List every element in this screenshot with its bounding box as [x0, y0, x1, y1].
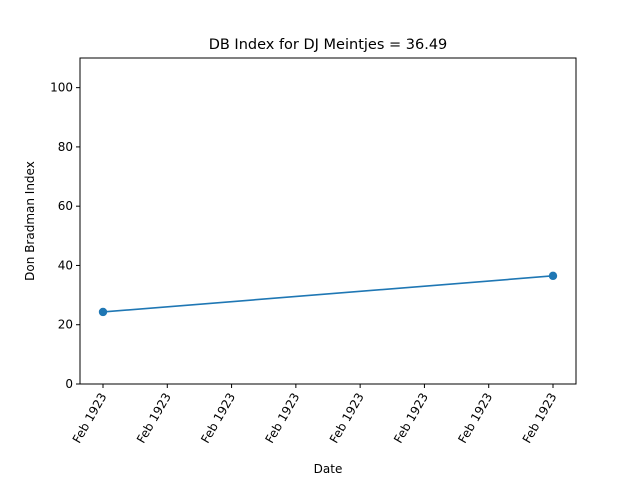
y-tick-label: 80	[58, 140, 73, 154]
y-tick-label: 40	[58, 258, 73, 272]
data-point	[548, 271, 558, 281]
data-point	[98, 307, 108, 317]
x-axis-label: Date	[314, 462, 343, 476]
y-axis-label: Don Bradman Index	[23, 161, 37, 281]
axes-frame	[79, 57, 577, 385]
chart-title: DB Index for DJ Meintjes = 36.49	[209, 37, 448, 53]
series-line	[102, 275, 554, 313]
y-tick-label: 20	[58, 318, 73, 332]
y-tick-label: 100	[50, 81, 73, 95]
y-tick-label: 0	[65, 377, 73, 391]
y-tick-label: 60	[58, 199, 73, 213]
